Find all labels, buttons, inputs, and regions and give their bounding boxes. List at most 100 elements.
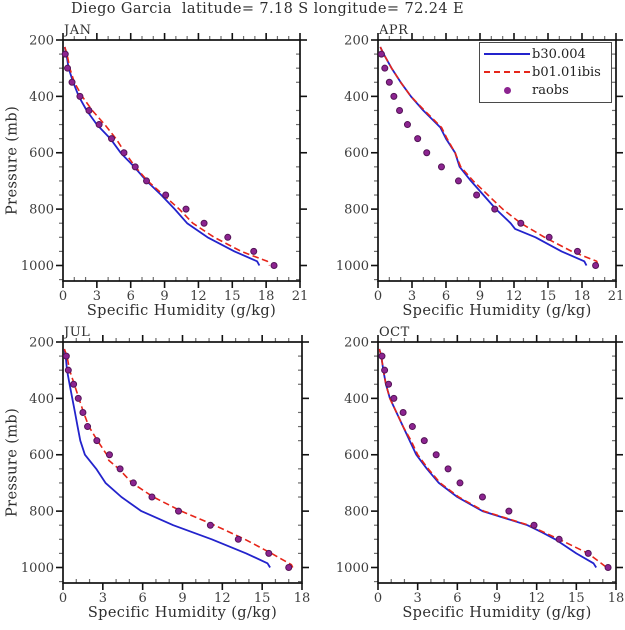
raobs-point <box>381 64 389 72</box>
raobs-point <box>491 205 499 213</box>
x-tick-label: 6 <box>453 591 461 606</box>
raobs-point <box>234 535 242 543</box>
y-tick-label: 800 <box>344 203 369 218</box>
raobs-point <box>64 366 72 374</box>
x-tick-label: 15 <box>568 591 585 606</box>
x-tick-label: 15 <box>224 289 241 304</box>
series-raobs <box>378 352 612 571</box>
y-tick-label: 200 <box>29 34 54 49</box>
raobs-point <box>437 163 445 171</box>
x-tick-label: 18 <box>574 289 591 304</box>
raobs-point <box>396 106 404 114</box>
raobs-point <box>381 366 389 374</box>
raobs-point <box>270 261 278 269</box>
raobs-point <box>505 507 513 515</box>
x-tick-label: 12 <box>528 591 545 606</box>
raobs-point <box>200 219 208 227</box>
raobs-point <box>604 563 612 571</box>
y-tick-label: 600 <box>344 448 369 463</box>
panel-title-oct: OCT <box>379 325 410 340</box>
y-axis-label-top-row: Pressure (mb) <box>4 105 21 216</box>
y-tick-label: 1000 <box>21 259 54 274</box>
x-tick-label: 18 <box>258 289 275 304</box>
x-tick-label: 9 <box>493 591 501 606</box>
legend-label: b01.01ibis <box>532 64 601 80</box>
x-tick-label: 3 <box>414 591 422 606</box>
y-tick-label: 200 <box>29 336 54 351</box>
raobs-point <box>175 507 183 515</box>
x-tick-label: 12 <box>190 289 207 304</box>
y-tick-label: 400 <box>344 392 369 407</box>
series-b30.004 <box>63 348 271 568</box>
y-tick-label: 600 <box>344 146 369 161</box>
x-tick-label: 0 <box>59 591 67 606</box>
raobs-point <box>250 247 258 255</box>
x-axis-label-jul: Specific Humidity (g/kg) <box>87 605 278 621</box>
plot-frame <box>62 341 303 584</box>
raobs-point <box>444 465 452 473</box>
panel-jan: 0 3 6 9 12 15 18 21 200 400 600 800 1000 <box>21 33 308 304</box>
raobs-point <box>473 191 481 199</box>
raobs-point <box>456 479 464 487</box>
legend-label: raobs <box>532 82 569 98</box>
raobs-point <box>148 493 156 501</box>
panel-oct: 0 3 6 9 12 15 18 200 400 600 800 1000 <box>336 335 624 606</box>
x-tick-label: 9 <box>178 591 186 606</box>
raobs-point <box>224 233 232 241</box>
y-tick-label: 1000 <box>336 561 369 576</box>
x-tick-label: 18 <box>294 591 311 606</box>
raobs-point <box>408 423 416 431</box>
x-tick-label: 21 <box>292 289 309 304</box>
raobs-point <box>116 465 124 473</box>
raobs-point <box>105 451 113 459</box>
y-tick-label: 600 <box>29 448 54 463</box>
panel-title-jan: JAN <box>64 23 92 38</box>
x-tick-label: 0 <box>374 591 382 606</box>
legend-box: b30.004 b01.01ibis raobs <box>479 42 612 103</box>
x-tick-label: 3 <box>99 591 107 606</box>
y-tick-label: 800 <box>344 505 369 520</box>
x-tick-label: 6 <box>139 591 147 606</box>
series-b01.01ibis <box>63 348 294 568</box>
series-raobs <box>62 352 293 571</box>
y-tick-label: 400 <box>344 90 369 105</box>
raobs-point <box>584 549 592 557</box>
x-tick-label: 3 <box>408 289 416 304</box>
plot-frame <box>62 39 301 282</box>
raobs-point <box>93 437 101 445</box>
legend-item-raobs: raobs <box>484 81 608 99</box>
raobs-point <box>84 423 92 431</box>
raobs-point <box>378 352 386 360</box>
raobs-point <box>517 219 525 227</box>
figure-title: Diego Garcia latitude= 7.18 S longitude=… <box>71 1 464 17</box>
raobs-point <box>79 408 87 416</box>
x-tick-label: 9 <box>476 289 484 304</box>
y-tick-label: 600 <box>29 146 54 161</box>
series-raobs <box>61 50 278 269</box>
y-tick-label: 1000 <box>336 259 369 274</box>
x-tick-label: 0 <box>59 289 67 304</box>
x-tick-label: 12 <box>506 289 523 304</box>
raobs-point <box>399 408 407 416</box>
raobs-point <box>182 205 190 213</box>
series-b30.004 <box>63 46 261 266</box>
raobs-point <box>95 121 103 129</box>
series-b30.004 <box>378 348 597 568</box>
x-tick-label: 6 <box>127 289 135 304</box>
panel-title-jul: JUL <box>64 325 91 340</box>
x-tick-label: 15 <box>254 591 271 606</box>
raobs-point <box>285 563 293 571</box>
y-tick-label: 400 <box>29 392 54 407</box>
x-tick-label: 9 <box>160 289 168 304</box>
x-tick-label: 21 <box>608 289 625 304</box>
x-tick-label: 18 <box>608 591 625 606</box>
panel-apr: 0 3 6 9 12 15 18 21 200 400 600 800 1000 <box>336 33 624 304</box>
y-tick-label: 200 <box>344 34 369 49</box>
y-tick-label: 1000 <box>21 561 54 576</box>
raobs-point <box>120 149 128 157</box>
raobs-point <box>454 177 462 185</box>
series-b01.01ibis <box>63 46 271 266</box>
panel-title-apr: APR <box>379 23 409 38</box>
raobs-point <box>108 135 116 143</box>
